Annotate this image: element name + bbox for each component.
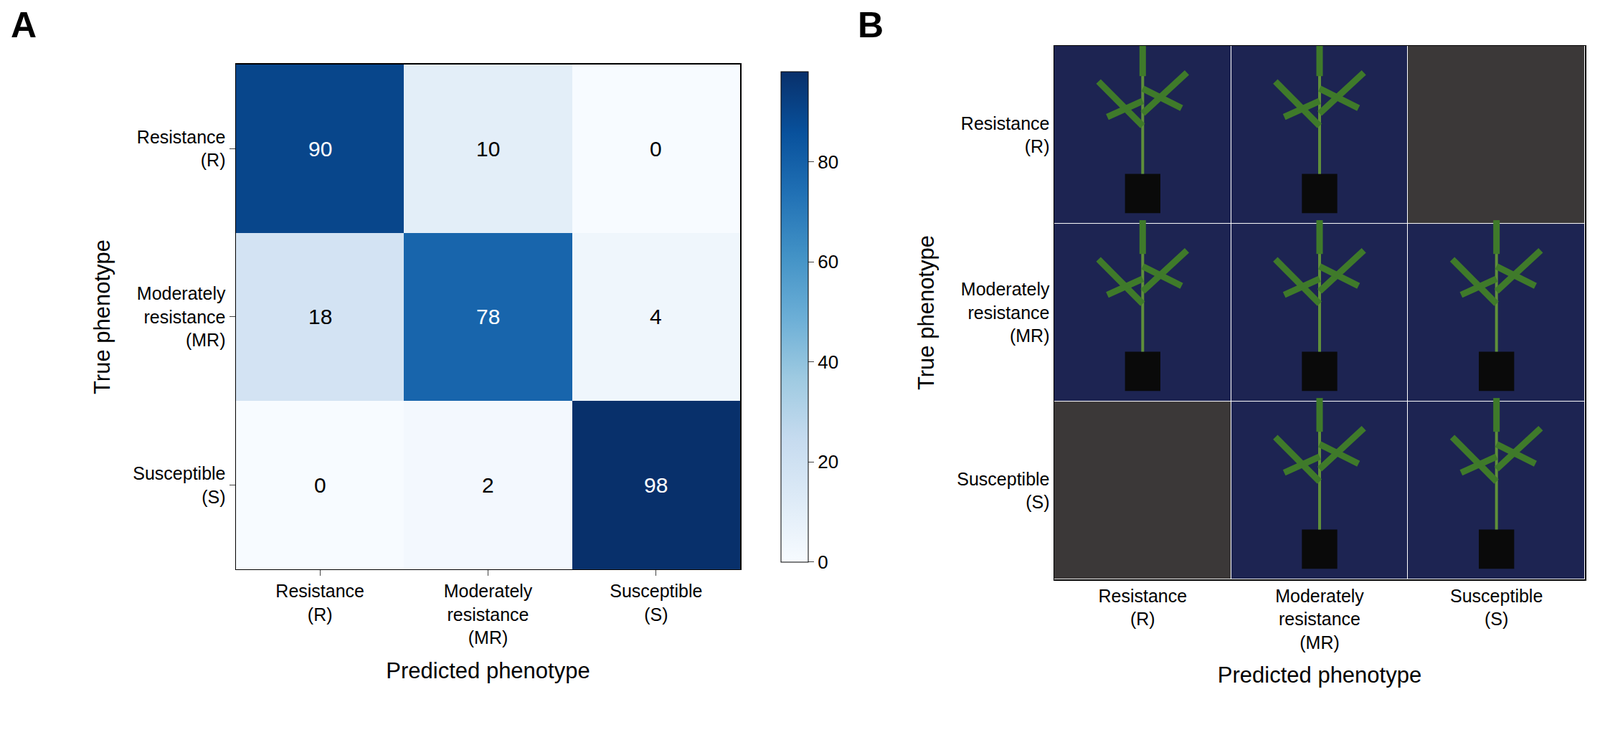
svg-text:True phenotype: True phenotype <box>89 239 115 395</box>
svg-text:Moderatelyresistance(MR): Moderatelyresistance(MR) <box>136 283 226 350</box>
svg-text:10: 10 <box>476 136 500 161</box>
svg-text:0: 0 <box>817 551 828 574</box>
svg-text:Susceptible(S): Susceptible(S) <box>1450 585 1543 630</box>
svg-text:2: 2 <box>481 473 495 497</box>
svg-text:Moderatelyresistance(MR): Moderatelyresistance(MR) <box>443 580 533 648</box>
svg-text:Resistance(R): Resistance(R) <box>961 113 1050 158</box>
svg-text:True phenotype: True phenotype <box>913 235 939 391</box>
svg-text:A: A <box>10 5 37 46</box>
svg-text:Predicted phenotype: Predicted phenotype <box>385 658 590 684</box>
svg-text:Susceptible(S): Susceptible(S) <box>609 580 703 625</box>
svg-text:20: 20 <box>817 451 839 473</box>
svg-text:Moderatelyresistance(MR): Moderatelyresistance(MR) <box>1275 585 1365 653</box>
svg-text:Susceptible(S): Susceptible(S) <box>956 469 1050 513</box>
svg-text:40: 40 <box>817 351 839 373</box>
svg-text:B: B <box>857 5 884 46</box>
svg-text:80: 80 <box>817 151 839 173</box>
svg-text:60: 60 <box>817 251 839 273</box>
svg-text:4: 4 <box>649 304 662 329</box>
svg-text:Susceptible(S): Susceptible(S) <box>132 463 226 508</box>
svg-text:Moderatelyresistance(MR): Moderatelyresistance(MR) <box>961 278 1050 346</box>
svg-text:98: 98 <box>644 473 668 497</box>
svg-text:18: 18 <box>308 304 333 329</box>
svg-text:0: 0 <box>314 473 327 497</box>
svg-text:Resistance(R): Resistance(R) <box>275 580 365 625</box>
svg-text:Predicted phenotype: Predicted phenotype <box>1217 662 1422 688</box>
svg-text:Resistance(R): Resistance(R) <box>136 126 226 171</box>
svg-text:Resistance(R): Resistance(R) <box>1097 585 1187 630</box>
svg-text:90: 90 <box>308 136 333 161</box>
svg-text:0: 0 <box>649 136 662 161</box>
svg-text:78: 78 <box>476 304 500 329</box>
